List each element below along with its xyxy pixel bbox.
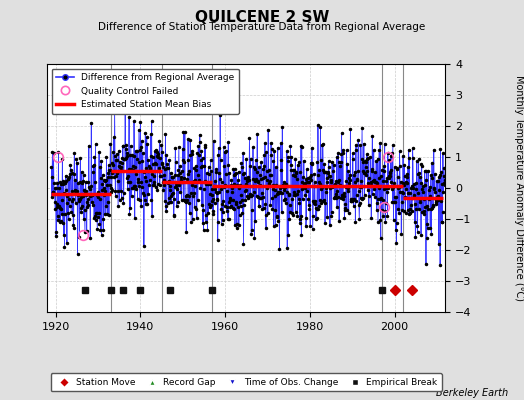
Legend: Difference from Regional Average, Quality Control Failed, Estimated Station Mean: Difference from Regional Average, Qualit… [52,68,239,114]
Y-axis label: Monthly Temperature Anomaly Difference (°C): Monthly Temperature Anomaly Difference (… [515,75,524,301]
Legend: Station Move, Record Gap, Time of Obs. Change, Empirical Break: Station Move, Record Gap, Time of Obs. C… [51,374,442,392]
Text: QUILCENE 2 SW: QUILCENE 2 SW [195,10,329,25]
Text: Berkeley Earth: Berkeley Earth [436,388,508,398]
Text: Difference of Station Temperature Data from Regional Average: Difference of Station Temperature Data f… [99,22,425,32]
